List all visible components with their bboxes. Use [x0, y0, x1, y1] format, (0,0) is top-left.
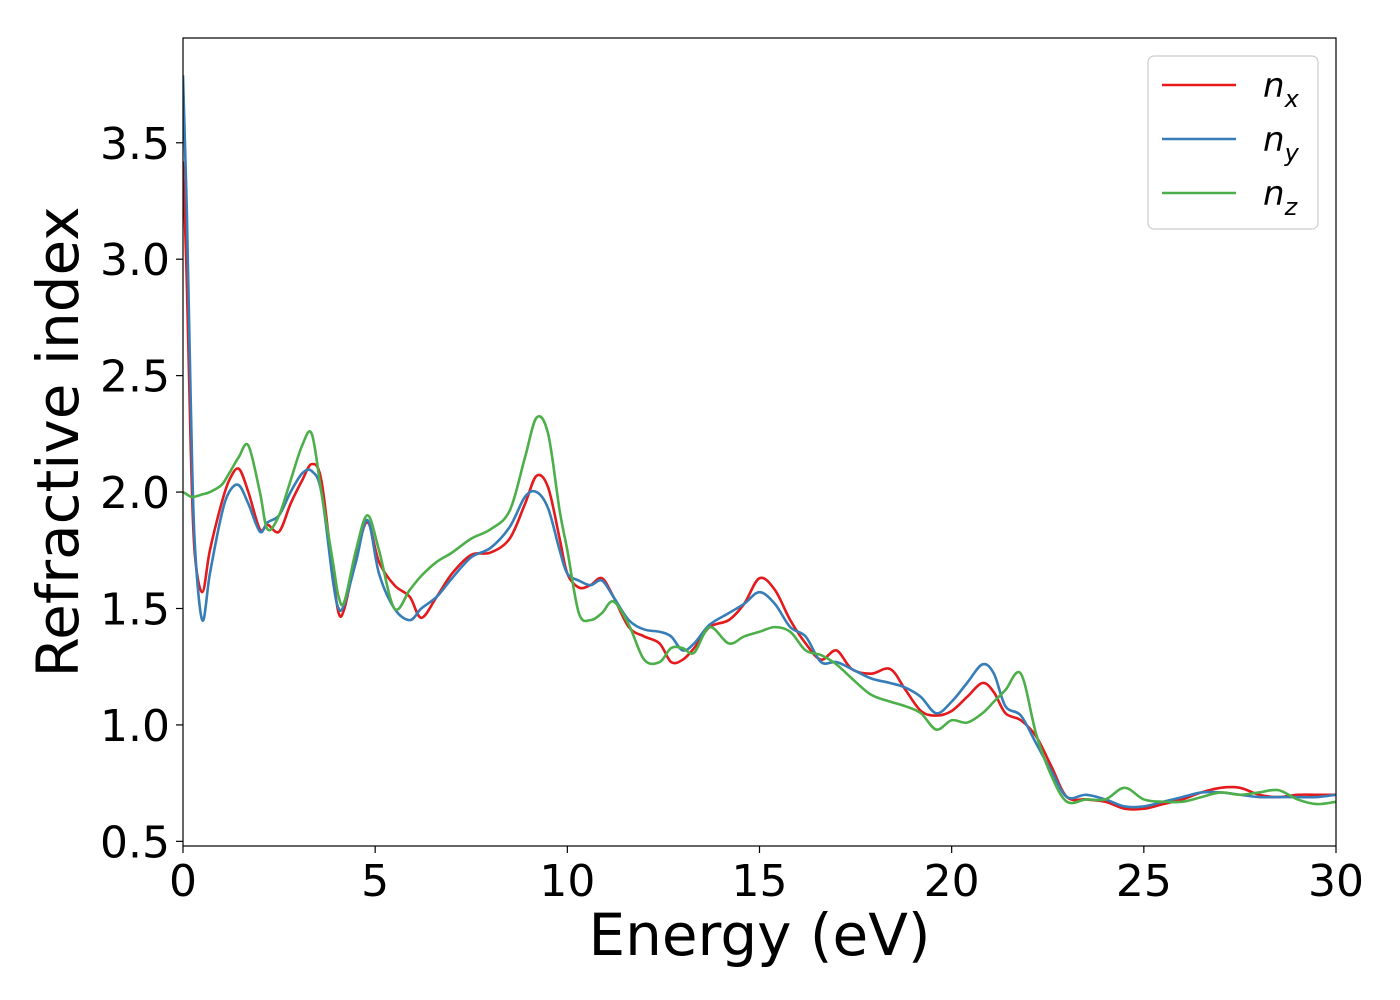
x-tick-label: 10	[539, 856, 595, 907]
y-tick-label: 3.5	[100, 119, 170, 170]
y-tick-label: 2.5	[100, 352, 170, 403]
legend-label-base: n	[1263, 66, 1285, 106]
series-line-z	[183, 414, 1336, 806]
y-tick-label: 3.0	[100, 235, 170, 286]
y-tick-label: 2.0	[100, 468, 170, 519]
legend-label-x: nx	[1263, 66, 1300, 113]
y-tick-label: 0.5	[100, 817, 170, 868]
x-tick-label: 5	[361, 856, 389, 907]
legend-label-sub: y	[1284, 139, 1300, 167]
series-layer	[183, 75, 1336, 811]
legend-label-sub: x	[1284, 85, 1300, 113]
tick-layer: 0 5 10 15 20 25 30 0.5 1.0 1.5 2.0 2.5 3.0 3.5	[100, 119, 1364, 907]
x-axis-title: Energy (eV)	[588, 901, 930, 969]
legend-label-sub: z	[1284, 193, 1299, 221]
legend-box	[1147, 55, 1319, 230]
x-tick-label: 0	[169, 856, 197, 907]
y-tick-label: 1.0	[100, 701, 170, 752]
y-axis-title: Refractive index	[24, 206, 92, 677]
x-tick-label: 20	[924, 856, 980, 907]
legend-label-base: n	[1263, 120, 1285, 160]
legend-label-z: nz	[1263, 174, 1299, 221]
x-tick-label: 15	[732, 856, 788, 907]
x-tick-label: 25	[1116, 856, 1172, 907]
x-tick-label: 30	[1308, 856, 1364, 907]
y-tick-label: 1.5	[100, 584, 170, 635]
legend-label-y: ny	[1263, 120, 1300, 167]
series-line-y	[183, 75, 1336, 809]
legend-label-base: n	[1263, 174, 1285, 214]
